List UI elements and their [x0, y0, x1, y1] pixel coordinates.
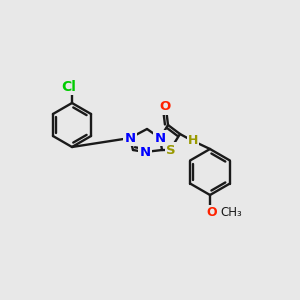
Text: S: S [166, 143, 176, 157]
Text: CH₃: CH₃ [220, 206, 242, 218]
Text: O: O [159, 100, 171, 113]
Text: H: H [188, 134, 198, 146]
Text: O: O [207, 206, 217, 218]
Text: N: N [154, 131, 166, 145]
Text: Cl: Cl [61, 80, 76, 94]
Text: N: N [124, 131, 136, 145]
Text: N: N [140, 146, 151, 158]
